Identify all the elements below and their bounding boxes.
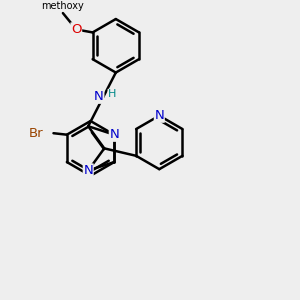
Text: N: N xyxy=(94,90,104,103)
Text: N: N xyxy=(110,128,119,141)
Text: Br: Br xyxy=(29,127,44,140)
Text: methoxy: methoxy xyxy=(41,1,84,11)
Text: N: N xyxy=(83,164,93,177)
Text: N: N xyxy=(154,109,164,122)
Text: H: H xyxy=(108,89,116,99)
Text: O: O xyxy=(71,23,82,36)
